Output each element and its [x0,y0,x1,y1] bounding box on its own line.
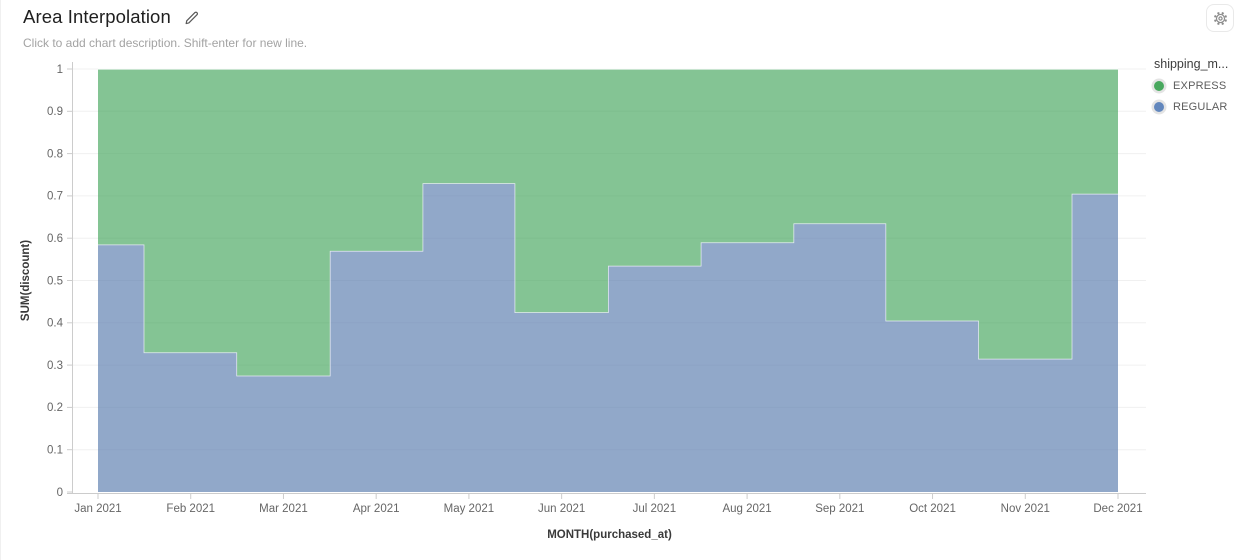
y-tick-label: 0.4 [47,318,64,330]
y-tick-label: 0.8 [47,148,63,160]
x-axis-title: MONTH(purchased_at) [547,529,672,541]
legend-swatch-icon [1154,81,1164,91]
chart-plot-area[interactable]: 0 0.1 0.2 0.3 0.4 0.5 0.6 0.7 0.8 0.9 1 Jan 2021 Feb… [1,52,1151,552]
legend-item-label: EXPRESS [1173,80,1227,92]
chart-settings-button[interactable] [1206,4,1234,32]
legend-items: EXPRESS REGULAR [1154,80,1242,113]
legend-swatch-icon [1154,102,1164,112]
y-tick-label: 0.9 [47,106,63,118]
legend-title: shipping_m... [1154,57,1229,71]
x-tick-label: Nov 2021 [1001,503,1050,515]
x-tick-label: Jan 2021 [74,503,121,515]
x-tick-label: Sep 2021 [815,503,864,515]
area-series-express [98,69,1118,376]
x-tick-label: Dec 2021 [1093,503,1142,515]
y-tick-label: 0.5 [47,275,63,287]
x-tick-label: Aug 2021 [722,503,771,515]
y-tick-label: 0.6 [47,233,63,245]
chart-title[interactable]: Area Interpolation [23,6,171,27]
legend-item-regular[interactable]: REGULAR [1154,101,1242,113]
chart-description-placeholder[interactable]: Click to add chart description. Shift-en… [23,36,308,50]
x-tick-label: Jul 2021 [633,503,676,515]
y-tick-label: 0.3 [47,360,63,372]
y-tick-label: 0.7 [47,191,63,203]
y-tick-label: 0.1 [47,445,63,457]
y-tick-label: 0.2 [47,402,63,414]
gear-icon [1213,11,1227,25]
edit-title-button[interactable] [183,9,200,26]
header: Area Interpolation [23,6,200,28]
x-tick-label: Jun 2021 [538,503,585,515]
legend-item-label: REGULAR [1173,101,1228,113]
area-series-regular [98,183,1118,492]
legend: shipping_m... EXPRESS REGULAR [1154,57,1242,122]
legend-item-express[interactable]: EXPRESS [1154,80,1242,92]
pencil-icon [185,11,198,24]
x-tick-label: Feb 2021 [166,503,215,515]
x-tick-label: May 2021 [444,503,495,515]
y-tick-label: 0 [57,487,63,499]
y-axis-title: SUM(discount) [20,240,32,321]
x-tick-label: Apr 2021 [353,503,400,515]
y-tick-label: 1 [57,64,63,76]
x-tick-label: Mar 2021 [259,503,308,515]
x-tick-label: Oct 2021 [909,503,956,515]
